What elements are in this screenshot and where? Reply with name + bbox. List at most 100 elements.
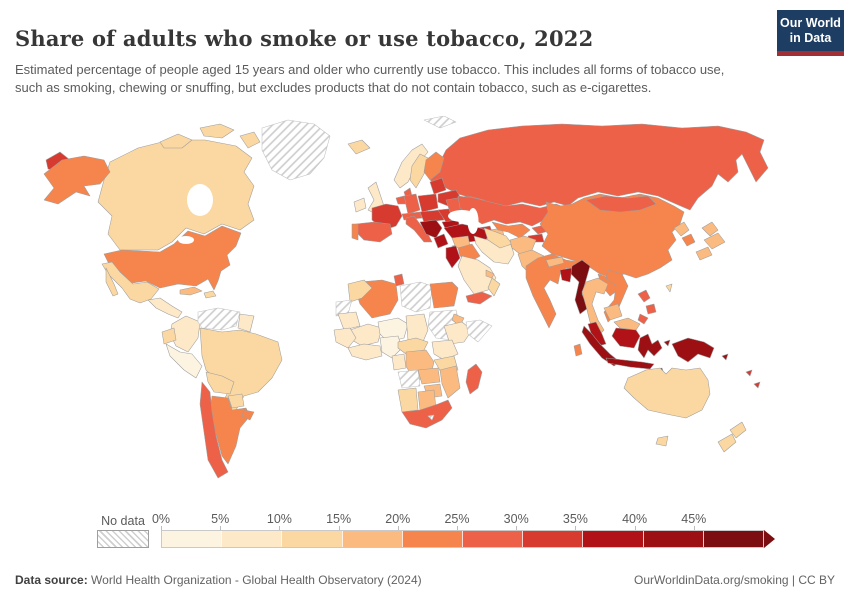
region-germany[interactable] bbox=[403, 193, 421, 215]
region-malaysia-borneo[interactable] bbox=[613, 317, 641, 331]
region-zambia[interactable] bbox=[417, 367, 441, 385]
region-japan[interactable] bbox=[695, 246, 713, 261]
region-canada-arctic[interactable] bbox=[199, 123, 235, 139]
owid-logo[interactable]: Our World in Data bbox=[777, 10, 844, 56]
region-mexico[interactable] bbox=[101, 261, 160, 304]
region-tunisia[interactable] bbox=[393, 273, 405, 287]
region-poland[interactable] bbox=[417, 193, 439, 213]
region-australia[interactable] bbox=[623, 367, 711, 419]
region-iceland[interactable] bbox=[347, 139, 371, 155]
region-madagascar[interactable] bbox=[465, 363, 483, 395]
legend-bin[interactable] bbox=[221, 531, 282, 547]
owid-link[interactable]: OurWorldinData.org/smoking | CC BY bbox=[634, 573, 835, 587]
region-north-korea[interactable] bbox=[673, 221, 690, 237]
region-bolivia[interactable] bbox=[205, 371, 235, 395]
region-taiwan[interactable] bbox=[665, 283, 673, 293]
region-cuba[interactable] bbox=[179, 286, 203, 296]
region-south-africa[interactable] bbox=[401, 399, 453, 429]
region-baltics[interactable] bbox=[429, 177, 447, 195]
region-balkans[interactable] bbox=[419, 219, 443, 239]
region-greenland[interactable] bbox=[261, 119, 331, 181]
region-niger[interactable] bbox=[377, 317, 409, 343]
legend-bin[interactable] bbox=[401, 531, 462, 547]
region-sweden[interactable] bbox=[409, 153, 429, 189]
region-russia[interactable] bbox=[427, 123, 769, 211]
region-guyana[interactable] bbox=[237, 313, 255, 333]
region-sulawesi[interactable] bbox=[637, 333, 663, 359]
region-cambodia[interactable] bbox=[603, 303, 623, 321]
region-japan[interactable] bbox=[703, 232, 726, 250]
region-philippines[interactable] bbox=[637, 313, 649, 325]
legend-bin[interactable] bbox=[642, 531, 703, 547]
region-central-europe[interactable] bbox=[419, 209, 445, 223]
region-paraguay[interactable] bbox=[227, 393, 245, 409]
region-new-zealand[interactable] bbox=[717, 433, 737, 453]
region-mozambique[interactable] bbox=[439, 365, 461, 399]
legend-bin[interactable] bbox=[281, 531, 342, 547]
region-vanuatu-fiji[interactable] bbox=[745, 369, 753, 377]
region-canada[interactable] bbox=[97, 139, 255, 251]
region-philippines[interactable] bbox=[637, 289, 651, 303]
region-angola[interactable] bbox=[397, 369, 421, 389]
region-saudi-arabia[interactable] bbox=[457, 255, 497, 295]
region-sri-lanka[interactable] bbox=[573, 343, 583, 357]
region-mongolia[interactable] bbox=[585, 195, 657, 213]
region-uzbekistan[interactable] bbox=[491, 221, 531, 239]
region-uruguay[interactable] bbox=[241, 409, 255, 421]
region-canada-arctic[interactable] bbox=[239, 131, 261, 149]
region-ireland[interactable] bbox=[353, 197, 367, 213]
region-usa[interactable] bbox=[103, 225, 242, 291]
region-alaska[interactable] bbox=[43, 155, 111, 205]
region-india[interactable] bbox=[525, 253, 579, 329]
region-greece[interactable] bbox=[433, 233, 449, 249]
region-nepal[interactable] bbox=[545, 256, 565, 268]
region-central-america[interactable] bbox=[147, 297, 183, 319]
region-svalbard[interactable] bbox=[423, 116, 457, 129]
region-tasmania[interactable] bbox=[655, 435, 669, 447]
region-maluku[interactable] bbox=[663, 339, 671, 347]
region-java[interactable] bbox=[605, 357, 655, 370]
region-japan[interactable] bbox=[701, 221, 719, 237]
legend-no-data[interactable]: No data bbox=[97, 512, 149, 548]
region-philippines[interactable] bbox=[645, 303, 657, 315]
region-solomon-islands[interactable] bbox=[721, 353, 729, 361]
region-new-zealand[interactable] bbox=[729, 421, 747, 439]
region-namibia[interactable] bbox=[397, 387, 419, 413]
legend-bin[interactable] bbox=[522, 531, 583, 547]
region-lesotho[interactable] bbox=[427, 414, 435, 421]
region-levant[interactable] bbox=[445, 245, 461, 269]
region-ecuador[interactable] bbox=[161, 327, 177, 345]
region-chad[interactable] bbox=[405, 313, 429, 345]
region-kalimantan[interactable] bbox=[611, 327, 641, 349]
legend-bin[interactable] bbox=[702, 531, 763, 547]
region-yemen[interactable] bbox=[465, 291, 493, 305]
region-somalia[interactable] bbox=[465, 319, 493, 343]
region-gabon-congo[interactable] bbox=[391, 353, 407, 371]
legend-bin[interactable] bbox=[461, 531, 523, 547]
legend-bin[interactable] bbox=[341, 531, 402, 547]
region-hispaniola[interactable] bbox=[203, 290, 217, 299]
region-west-africa[interactable] bbox=[333, 327, 357, 349]
region-south-korea[interactable] bbox=[681, 233, 696, 247]
legend-bin[interactable] bbox=[162, 531, 222, 547]
region-portugal[interactable] bbox=[351, 223, 359, 241]
region-benelux[interactable] bbox=[395, 195, 407, 205]
region-bangladesh[interactable] bbox=[559, 267, 573, 283]
region-guinea-coast[interactable] bbox=[347, 343, 383, 361]
region-mexico-baja[interactable] bbox=[105, 267, 119, 297]
region-mauritania[interactable] bbox=[337, 311, 361, 331]
no-data-swatch[interactable] bbox=[97, 530, 149, 548]
region-new-guinea[interactable] bbox=[671, 337, 715, 363]
legend-bin[interactable] bbox=[582, 531, 643, 547]
region-egypt[interactable] bbox=[429, 281, 459, 309]
region-canada-arctic[interactable] bbox=[159, 133, 193, 149]
region-vanuatu-fiji[interactable] bbox=[753, 381, 761, 389]
region-nigeria[interactable] bbox=[379, 335, 403, 359]
region-thailand[interactable] bbox=[581, 277, 609, 337]
region-peru[interactable] bbox=[165, 343, 203, 379]
region-morocco[interactable] bbox=[347, 279, 373, 303]
region-italy[interactable] bbox=[405, 215, 433, 243]
region-libya[interactable] bbox=[399, 281, 433, 313]
region-spain[interactable] bbox=[355, 221, 393, 243]
region-chile[interactable] bbox=[199, 381, 229, 479]
